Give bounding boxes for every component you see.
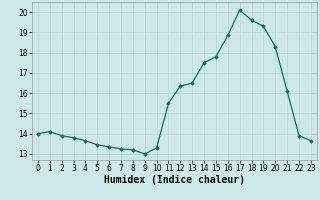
X-axis label: Humidex (Indice chaleur): Humidex (Indice chaleur) xyxy=(104,175,245,185)
